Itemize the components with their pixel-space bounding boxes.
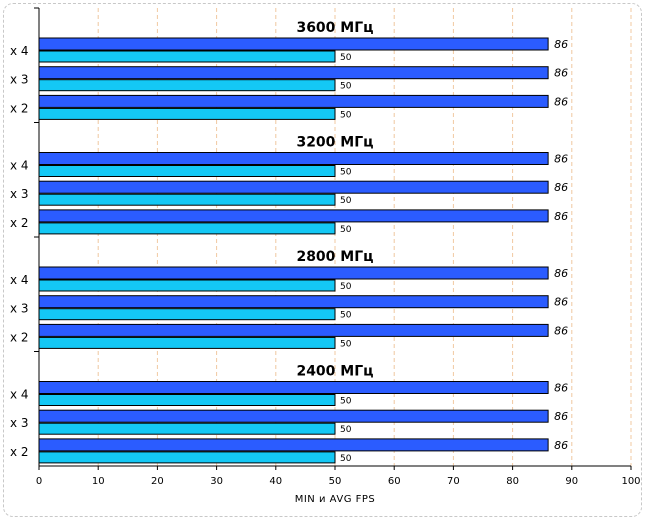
bar-avg: [38, 152, 549, 165]
x-tick-label: 20: [151, 476, 164, 487]
data-label-min: 50: [340, 53, 352, 63]
bar-min: [38, 165, 336, 177]
bar-min: [38, 193, 336, 206]
bar-min: [38, 308, 336, 321]
group-title: 3200 МГц: [296, 135, 373, 151]
x-tick-label: 100: [621, 476, 640, 487]
category-label: x 4: [10, 159, 29, 173]
data-label-min: 50: [340, 339, 352, 349]
category-label: x 2: [10, 330, 29, 344]
bar-avg: [38, 180, 549, 194]
data-label-min: 50: [340, 397, 352, 407]
bar-min: [38, 422, 336, 435]
x-tick-label: 30: [210, 476, 223, 487]
data-label-min: 50: [340, 425, 352, 435]
data-label-avg: 86: [554, 181, 568, 194]
x-tick-label: 40: [269, 476, 282, 487]
bar-avg: [38, 438, 549, 452]
x-tick-label: 60: [388, 476, 401, 487]
category-label: x 4: [10, 44, 29, 58]
data-label-avg: 86: [554, 210, 568, 223]
x-tick-label: 70: [447, 476, 460, 487]
bar-min: [38, 222, 336, 235]
bar-avg: [38, 66, 549, 80]
category-label: x 3: [10, 416, 29, 430]
bar-avg: [38, 266, 549, 280]
data-label-avg: 86: [554, 67, 568, 80]
bar-min: [38, 107, 336, 120]
data-label-min: 50: [340, 110, 352, 120]
data-label-min: 50: [340, 225, 352, 235]
x-tick-label: 80: [506, 476, 519, 487]
x-tick-label: 10: [92, 476, 105, 487]
data-label-avg: 86: [554, 267, 568, 280]
bar-min: [38, 50, 336, 63]
bar-avg: [38, 323, 549, 337]
data-label-avg: 86: [554, 153, 568, 166]
bar-avg: [38, 94, 549, 108]
x-tick-label: 0: [36, 476, 42, 487]
group-title: 2400 МГц: [296, 364, 373, 380]
category-label: x 2: [10, 445, 29, 459]
data-label-min: 50: [340, 311, 352, 321]
category-label: x 3: [10, 302, 29, 316]
category-label: x 2: [10, 101, 29, 115]
data-label-min: 50: [340, 282, 352, 292]
data-label-min: 50: [340, 454, 352, 464]
bar-min: [38, 79, 336, 92]
bar-min: [38, 336, 336, 349]
data-label-avg: 86: [554, 38, 568, 51]
category-label: x 2: [10, 216, 29, 230]
category-label: x 3: [10, 73, 29, 87]
bar-avg: [38, 295, 549, 309]
bar-avg: [38, 381, 549, 394]
data-label-avg: 86: [554, 95, 568, 108]
data-label-min: 50: [340, 82, 352, 92]
data-label-min: 50: [340, 196, 352, 206]
data-label-min: 50: [340, 168, 352, 178]
data-label-avg: 86: [554, 410, 568, 423]
x-axis-title: MIN и AVG FPS: [295, 494, 376, 505]
category-label: x 4: [10, 273, 29, 287]
bar-min: [38, 279, 336, 292]
chart-frame: [3, 3, 642, 517]
data-label-avg: 86: [554, 324, 568, 337]
bar-avg: [38, 409, 549, 423]
x-tick-label: 50: [329, 476, 342, 487]
bar-min: [38, 451, 336, 464]
category-label: x 4: [10, 388, 29, 402]
group-title: 2800 МГц: [296, 249, 373, 265]
group-title: 3600 МГц: [296, 20, 373, 36]
data-label-avg: 86: [554, 439, 568, 452]
bar-min: [38, 394, 336, 406]
category-label: x 3: [10, 187, 29, 201]
data-label-avg: 86: [554, 296, 568, 309]
data-label-avg: 86: [554, 382, 568, 395]
bar-avg: [38, 209, 549, 223]
x-tick-label: 90: [565, 476, 578, 487]
bar-avg: [38, 37, 549, 51]
